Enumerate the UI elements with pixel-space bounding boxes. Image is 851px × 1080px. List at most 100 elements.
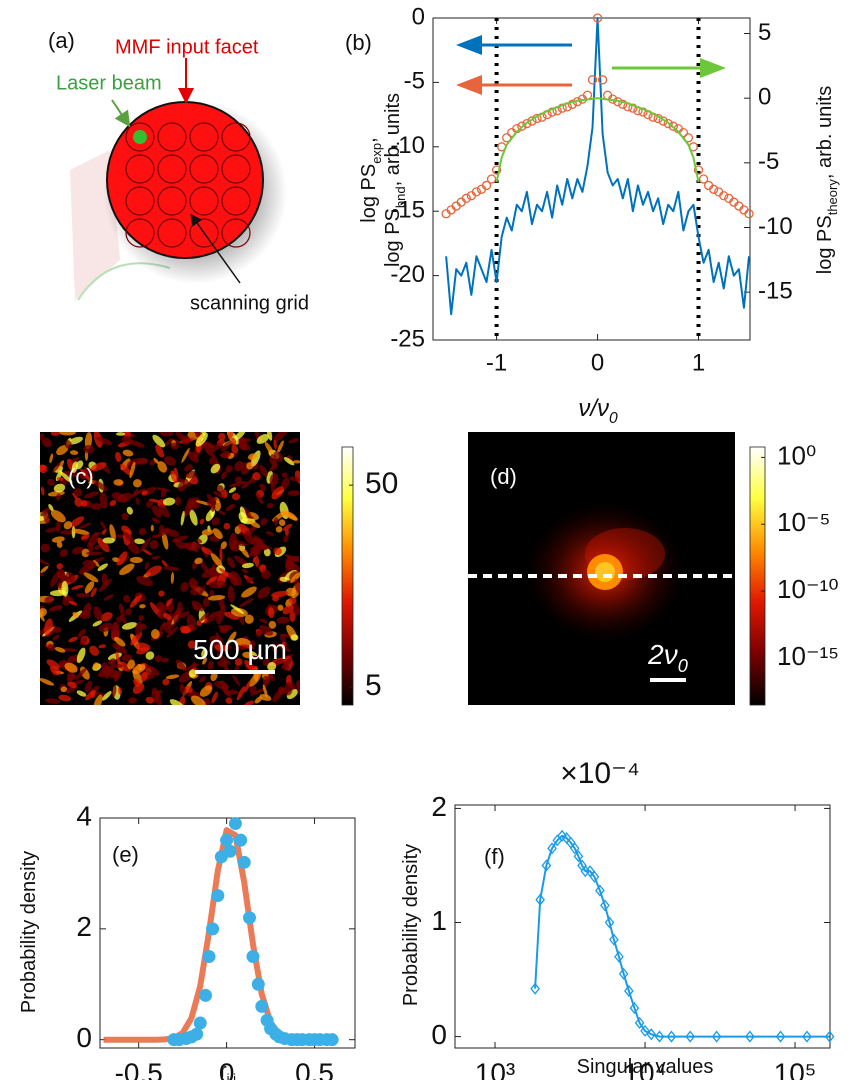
speckle	[267, 662, 277, 671]
speckle	[40, 572, 45, 577]
panel: -1 0 1-25-20-15-10-50-15-10-505(b)ν/ν0log …	[345, 3, 840, 426]
speckle	[216, 614, 222, 625]
speckle	[109, 524, 116, 541]
speckle	[211, 691, 218, 704]
x-axis-label-part: 0	[609, 410, 618, 427]
speckle	[228, 689, 239, 695]
speckle	[56, 563, 64, 570]
speckle	[271, 486, 284, 500]
marker	[206, 922, 220, 936]
speckle	[110, 621, 118, 638]
speckle	[155, 690, 162, 705]
speckle	[57, 460, 65, 470]
speckle	[283, 535, 289, 543]
speckle	[228, 487, 237, 493]
speckle	[189, 577, 199, 589]
speckle	[41, 437, 52, 448]
speckle	[273, 517, 279, 526]
speckle	[178, 695, 186, 705]
speckle	[179, 625, 191, 634]
speckle	[218, 432, 226, 441]
marker	[325, 1033, 339, 1047]
panel: 5 50 (c) 500 µm	[40, 432, 398, 706]
speckle	[177, 479, 189, 492]
marker	[557, 829, 567, 842]
x-axis-label: ν/ν0	[578, 395, 618, 426]
y-axis-label: Probability density	[400, 844, 422, 1006]
speckle	[56, 445, 69, 456]
marker	[693, 165, 704, 175]
speckle	[216, 653, 231, 665]
speckle	[81, 534, 90, 540]
speckle	[251, 540, 268, 551]
speckle	[102, 537, 115, 544]
speckle	[288, 438, 299, 444]
speckle	[72, 492, 78, 500]
marker	[491, 165, 502, 175]
speckle	[201, 648, 208, 659]
speckle	[52, 626, 62, 633]
marker	[530, 982, 540, 995]
speckle	[199, 518, 205, 525]
speckle	[229, 481, 246, 488]
speckle	[135, 497, 140, 505]
y-axis-label-part: , arb. units	[382, 93, 404, 186]
speckle	[116, 616, 123, 623]
speckle	[195, 432, 208, 447]
speckle	[247, 453, 258, 460]
speckle	[48, 504, 54, 512]
speckle	[132, 664, 146, 674]
speckle	[209, 635, 224, 645]
speckle	[294, 470, 300, 486]
speckle	[114, 636, 126, 647]
speckle	[97, 537, 110, 553]
marker	[589, 870, 600, 883]
speckle	[207, 660, 214, 670]
y-axis-label-part: ,	[358, 137, 380, 143]
speckle	[84, 680, 93, 693]
speckle	[51, 536, 65, 543]
speckle	[49, 453, 54, 464]
speckle	[146, 500, 153, 508]
speckle	[181, 447, 190, 463]
marker	[237, 855, 251, 869]
speckle	[224, 611, 240, 620]
series-line	[495, 97, 700, 183]
speckle	[136, 575, 153, 586]
speckle	[101, 573, 108, 586]
speckle	[220, 440, 232, 452]
speckle	[56, 519, 61, 533]
panel-label: (e)	[112, 842, 139, 867]
panel-label: (b)	[345, 30, 372, 55]
y2-tick-label: -10	[758, 213, 793, 240]
speckle	[285, 511, 298, 521]
speckle	[125, 608, 132, 616]
speckle	[122, 449, 134, 457]
speckle	[210, 463, 221, 474]
speckle	[117, 551, 128, 566]
speckle	[59, 549, 69, 557]
marker	[683, 133, 694, 143]
marker	[719, 191, 729, 201]
speckle	[158, 590, 165, 597]
speckle	[40, 486, 45, 496]
marker	[597, 75, 608, 85]
marker	[685, 1030, 696, 1043]
marker	[502, 133, 512, 143]
speckle	[250, 687, 266, 696]
y2-axis-label-part: , arb. units	[814, 86, 836, 179]
marker	[251, 977, 265, 991]
speckle	[112, 684, 117, 698]
panel-label: (d)	[490, 464, 517, 489]
x-tick-label: -1	[486, 349, 507, 376]
speckle	[109, 658, 116, 665]
y-tick-label: 0	[431, 1019, 447, 1050]
marker	[547, 842, 557, 855]
speckle	[40, 557, 51, 566]
speckle	[246, 576, 253, 583]
panel-label: (c)	[68, 464, 94, 489]
speckle	[154, 655, 162, 663]
speckle	[175, 659, 186, 671]
fiber-facet	[106, 101, 264, 259]
